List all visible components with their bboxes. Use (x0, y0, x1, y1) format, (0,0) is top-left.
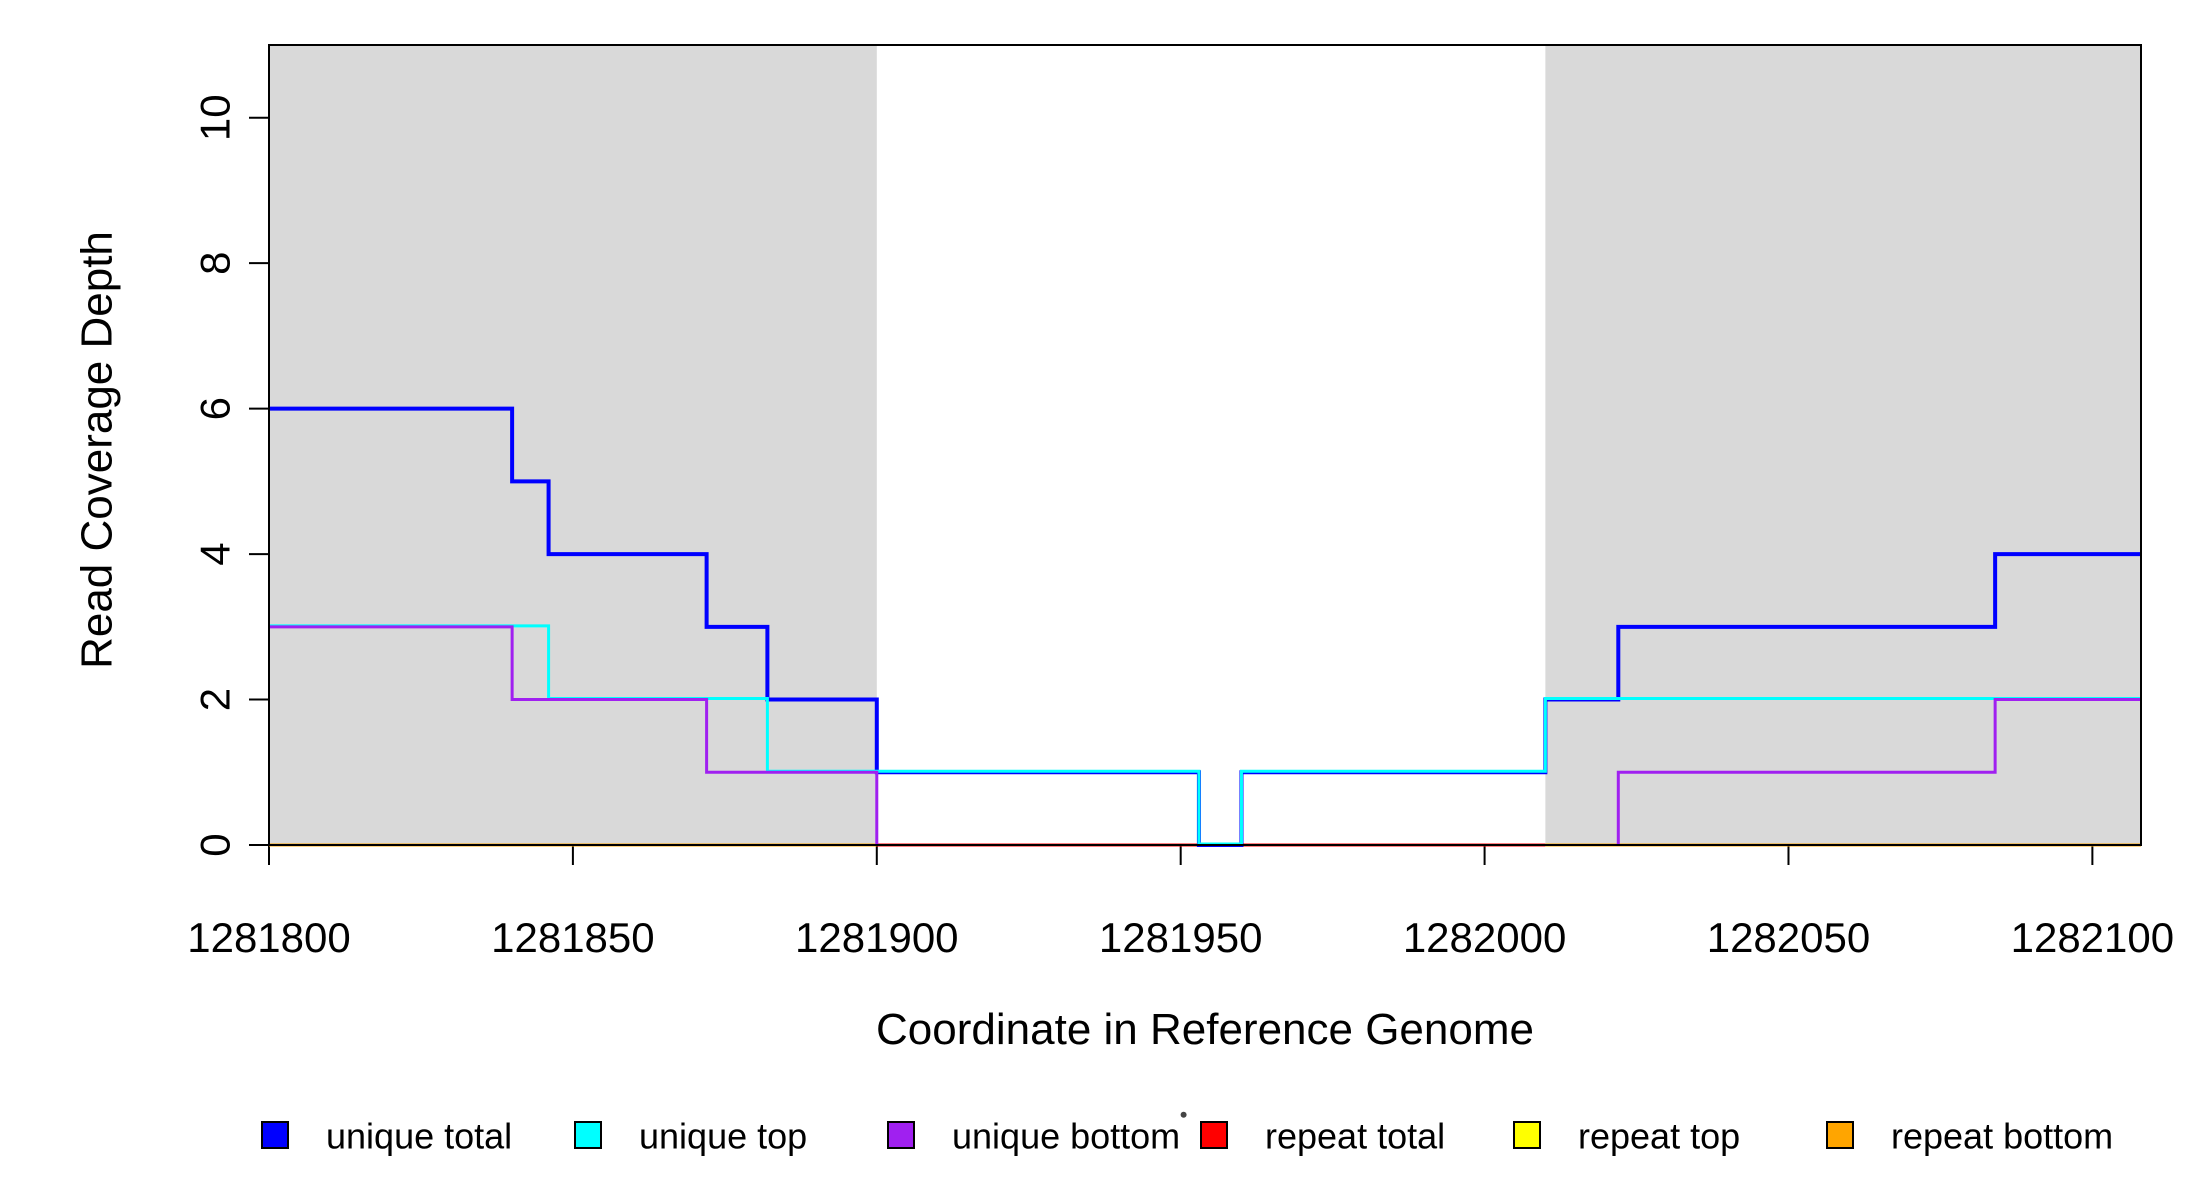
y-tick-label: 4 (192, 542, 239, 565)
stray-dot (1180, 1111, 1187, 1118)
plot-box (268, 44, 2142, 846)
x-tick-label: 1281850 (491, 914, 655, 961)
legend-item-unique-top: unique top (574, 1116, 807, 1157)
legend-swatch-icon (1513, 1121, 1541, 1149)
y-tick-label: 10 (192, 94, 239, 141)
legend-swatch-icon (261, 1121, 289, 1149)
legend-item-unique-bottom: unique bottom (887, 1116, 1180, 1157)
legend-swatch-icon (1826, 1121, 1854, 1149)
y-tick-label: 0 (192, 833, 239, 856)
x-tick-label: 1281900 (795, 914, 959, 961)
legend-item-unique-total: unique total (261, 1116, 512, 1157)
y-axis-title: Read Coverage Depth (73, 231, 122, 669)
legend-swatch-icon (1200, 1121, 1228, 1149)
x-tick-label: 1281800 (187, 914, 351, 961)
y-tick-label: 2 (192, 688, 239, 711)
legend-swatch-icon (887, 1121, 915, 1149)
x-tick-label: 1281950 (1099, 914, 1263, 961)
x-tick-label: 1282000 (1403, 914, 1567, 961)
y-tick-label: 6 (192, 397, 239, 420)
legend-swatch-icon (574, 1121, 602, 1149)
x-axis-title: Coordinate in Reference Genome (876, 1005, 1534, 1054)
legend-item-repeat-top: repeat top (1513, 1116, 1740, 1157)
shaded-region-1 (1545, 45, 2141, 845)
legend-label: unique bottom (952, 1116, 1180, 1157)
legend-label: repeat bottom (1891, 1116, 2113, 1157)
legend-label: repeat total (1265, 1116, 1445, 1157)
legend-item-repeat-total: repeat total (1200, 1116, 1445, 1157)
x-tick-label: 1282050 (1707, 914, 1871, 961)
y-tick-label: 8 (192, 252, 239, 275)
legend-label: unique top (639, 1116, 807, 1157)
legend-label: unique total (326, 1116, 512, 1157)
shaded-region-0 (269, 45, 877, 845)
x-tick-label: 1282100 (2011, 914, 2175, 961)
legend-label: repeat top (1578, 1116, 1740, 1157)
series-line-unique-top (269, 624, 2141, 846)
legend-item-repeat-bottom: repeat bottom (1826, 1116, 2113, 1157)
series-line-unique-bottom (269, 625, 2141, 845)
